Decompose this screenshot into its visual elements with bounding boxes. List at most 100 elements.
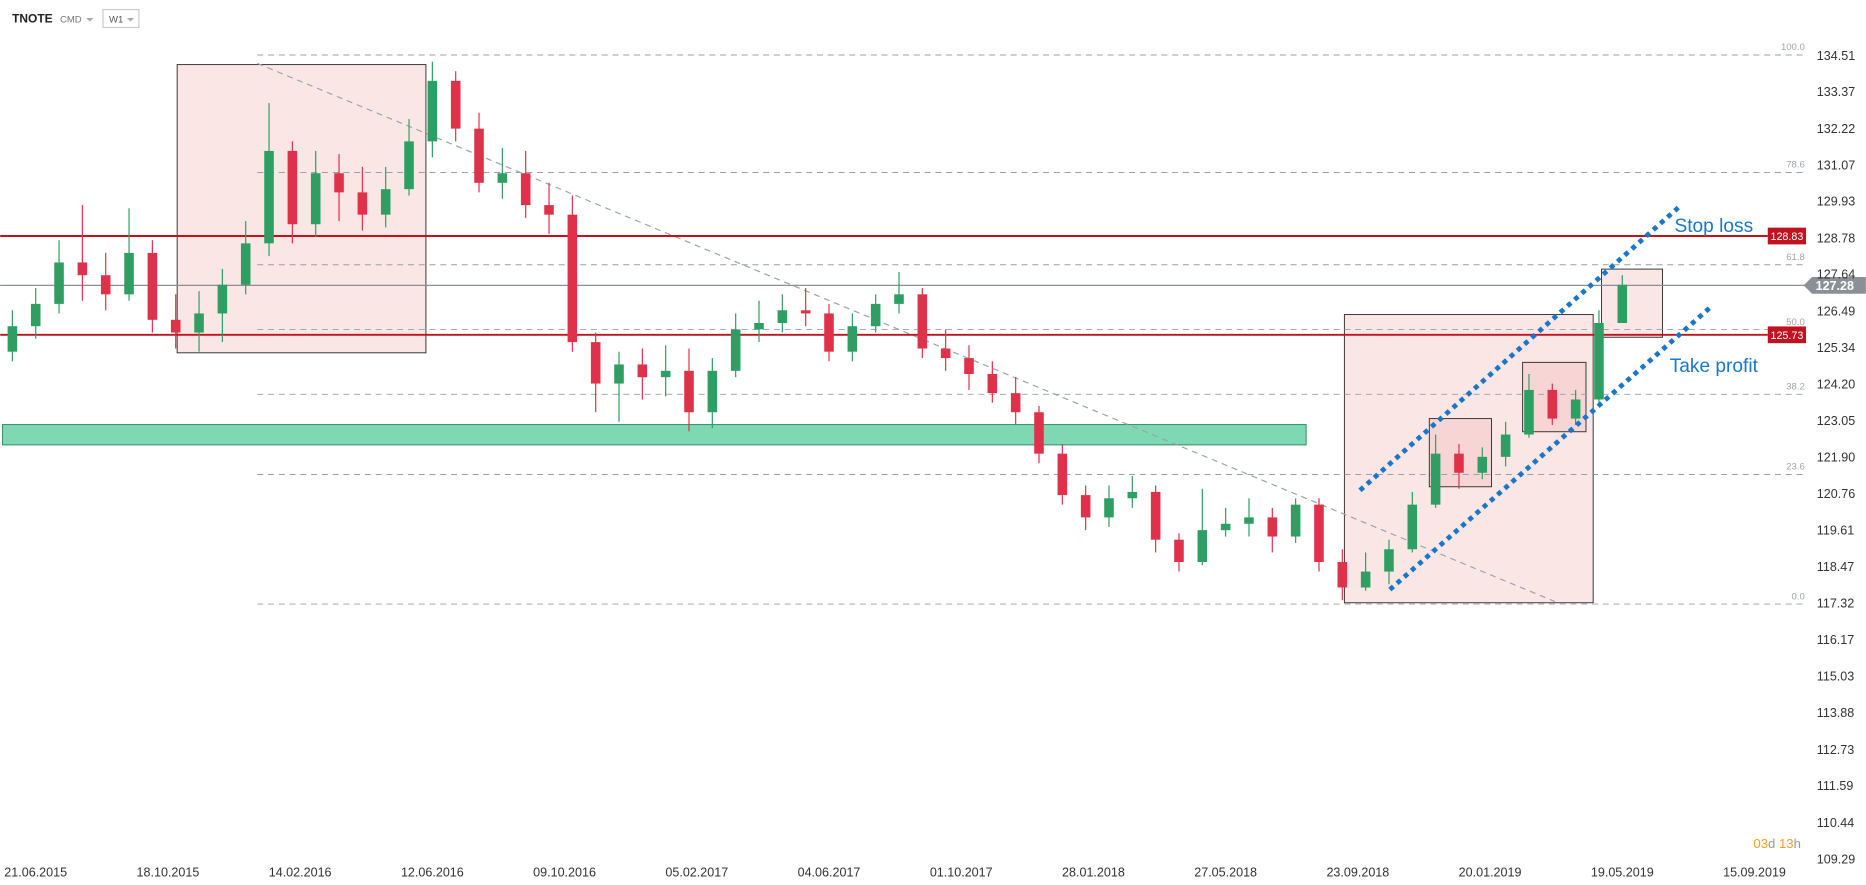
candle-body (1547, 389, 1558, 419)
candle-body (1197, 530, 1208, 563)
fib-label: 78.6 (1786, 160, 1805, 171)
x-tick-label: 05.02.2017 (665, 866, 728, 880)
candle-body (54, 262, 64, 304)
y-tick-label: 127.64 (1817, 268, 1855, 282)
candle-body (310, 173, 321, 225)
candle-body (590, 342, 601, 384)
candle-body (1500, 434, 1511, 457)
stop-loss-label: Stop loss (1674, 216, 1753, 237)
candle-body (1010, 393, 1021, 413)
channel-line (1388, 305, 1712, 592)
x-tick-label: 04.06.2017 (798, 866, 861, 880)
y-tick-label: 116.17 (1817, 633, 1854, 647)
x-tick-label: 01.10.2017 (930, 866, 993, 880)
candle-body (7, 326, 18, 352)
y-tick-label: 126.49 (1817, 304, 1855, 318)
y-tick-label: 134.51 (1817, 49, 1855, 63)
candle-body (357, 192, 368, 215)
candle-body (1174, 539, 1184, 563)
candle-body (170, 319, 181, 333)
x-tick-label: 14.02.2016 (269, 866, 332, 880)
candle-body (1407, 504, 1418, 550)
candle-body (194, 313, 204, 333)
x-tick-label: 27.05.2018 (1194, 866, 1257, 880)
y-tick-label: 111.59 (1817, 779, 1854, 793)
y-tick-label: 117.32 (1817, 597, 1854, 611)
candle-body (1337, 562, 1348, 588)
candle-body (1314, 504, 1324, 563)
candle-body (30, 303, 41, 327)
x-tick-label: 09.10.2016 (533, 866, 596, 880)
y-tick-label: 118.47 (1817, 560, 1854, 574)
y-tick-label: 119.61 (1817, 524, 1854, 538)
y-tick-label: 123.05 (1817, 414, 1855, 428)
y-tick-label: 121.90 (1817, 451, 1855, 465)
y-tick-label: 112.73 (1817, 743, 1854, 757)
y-tick-label: 109.29 (1817, 852, 1855, 866)
y-tick-label: 129.93 (1817, 195, 1855, 209)
y-tick-label: 133.37 (1817, 85, 1855, 99)
countdown-day-unit: d (1768, 836, 1775, 851)
y-tick-label: 124.20 (1817, 377, 1855, 391)
annotation-layer (2, 62, 1664, 604)
candle-body (1617, 284, 1628, 324)
candle-body (287, 150, 298, 225)
candle-body (917, 294, 928, 349)
candle-body (1360, 571, 1371, 588)
candle-body (1430, 453, 1441, 505)
interval[interactable]: W1 (109, 15, 123, 26)
candle-body (1454, 453, 1464, 473)
candle-body (870, 303, 881, 327)
axis-layer: 134.51 133.37 132.22 131.07 129.93 128.78 127.… (4, 49, 1855, 880)
trend-line (257, 62, 1556, 603)
countdown-days: 03 (1753, 836, 1768, 851)
interval-box[interactable] (102, 8, 140, 29)
candle-body (1384, 549, 1394, 572)
dropdown-arrow[interactable] (86, 17, 94, 22)
fib-label: 0.0 (1792, 591, 1805, 602)
price-level-tag (1767, 227, 1807, 245)
price-level-label: 125.73 (1770, 330, 1803, 342)
candle-body (614, 364, 624, 384)
candle-body (1477, 456, 1488, 473)
candle-body (1267, 517, 1278, 537)
x-tick-label: 15.09.2019 (1723, 866, 1786, 880)
y-tick-label: 120.76 (1817, 487, 1855, 501)
fib-label: 61.8 (1786, 252, 1805, 263)
candle-body (100, 275, 111, 295)
dropdown-arrow[interactable] (126, 17, 135, 22)
candle-body (730, 329, 741, 371)
price-level-tag (1767, 326, 1807, 344)
candle-body (334, 173, 344, 193)
target-box (1601, 268, 1664, 338)
candle-body (474, 128, 484, 183)
y-tick-label: 131.07 (1817, 158, 1855, 172)
candle-body (754, 323, 764, 330)
y-tick-label: 115.03 (1817, 670, 1854, 684)
market-dropdown[interactable]: CMD (60, 15, 82, 26)
candle-body (1150, 491, 1161, 540)
candle-body (1594, 323, 1604, 400)
candle-layer (7, 61, 1628, 601)
x-tick-label: 18.10.2015 (137, 866, 200, 880)
candle-body (264, 150, 274, 244)
fib-label: 100.0 (1781, 42, 1805, 53)
candle-body (894, 294, 904, 304)
candle-body (777, 310, 788, 324)
x-tick-label: 19.05.2019 (1591, 866, 1654, 880)
countdown-hour-unit: h (1794, 836, 1801, 851)
y-tick-label: 110.44 (1817, 816, 1854, 830)
candle-body (1244, 517, 1254, 524)
fib-layer: 100.0 78.6 61.8 50.0 38.2 23.6 0.0 (257, 42, 1807, 605)
y-tick-label: 128.78 (1817, 231, 1855, 245)
price-level-label: 128.83 (1770, 231, 1803, 243)
candle-body (1080, 495, 1091, 518)
y-tick-label: 125.34 (1817, 341, 1855, 355)
candle-body (940, 348, 951, 359)
support-zone (2, 424, 1307, 446)
candle-body (987, 373, 998, 394)
candle-body (1220, 523, 1231, 531)
symbol: TNOTE (12, 12, 52, 26)
level-layer: 128.83 125.73 127.28 (0, 227, 1866, 344)
